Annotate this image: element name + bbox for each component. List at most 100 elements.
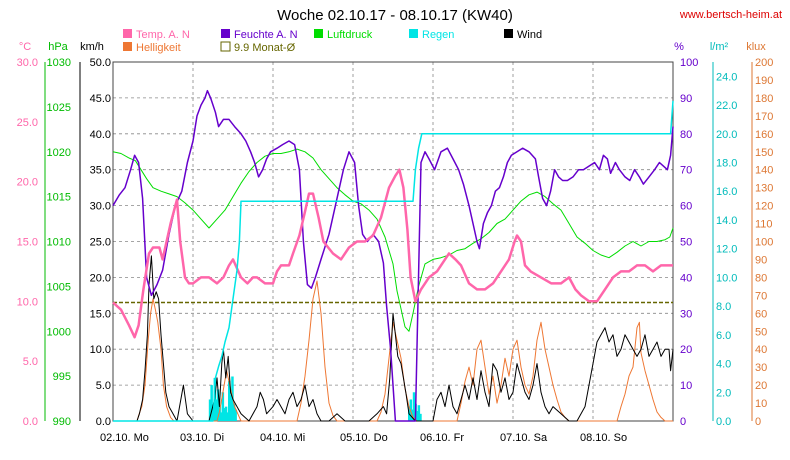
tick-label-rain: 12.0 (716, 244, 737, 256)
tick-label-temp: 0.0 (23, 416, 38, 428)
x-tick-label: 03.10. Di (180, 432, 224, 444)
rain-bar (223, 408, 226, 421)
tick-label-rain: 22.0 (716, 100, 737, 112)
legend-swatch (123, 42, 132, 51)
tick-label-pressure: 1030 (47, 57, 71, 69)
tick-label-humidity: 80 (680, 129, 692, 141)
axis-unit-rain: l/m² (710, 41, 729, 53)
tick-label-temp: 15.0 (17, 237, 38, 249)
rain-bar (208, 399, 212, 421)
legend-swatch (314, 29, 323, 38)
tick-label-temp: 20.0 (17, 177, 38, 189)
tick-label-pressure: 995 (53, 371, 71, 383)
tick-label-rain: 10.0 (716, 272, 737, 284)
series-line-wind (113, 255, 674, 422)
tick-label-rain: 14.0 (716, 215, 737, 227)
tick-label-humidity: 20 (680, 344, 692, 356)
series-line-humidity (112, 89, 674, 422)
x-tick-label: 07.10. Sa (500, 432, 548, 444)
tick-label-humidity: 10 (680, 380, 692, 392)
rain-bar (210, 385, 213, 421)
tick-label-pressure: 1000 (47, 326, 71, 338)
tick-label-rain: 18.0 (716, 158, 737, 170)
rain-bar (226, 412, 229, 421)
tick-label-rain: 20.0 (716, 129, 737, 141)
tick-label-humidity: 50 (680, 237, 692, 249)
tick-label-humidity: 60 (680, 201, 692, 213)
legend-swatch (123, 29, 132, 38)
site-link[interactable]: www.bertsch-heim.at (679, 9, 782, 21)
tick-label-rain: 4.0 (716, 359, 731, 371)
x-tick-label: 06.10. Fr (420, 432, 464, 444)
tick-label-lux: 10 (755, 398, 767, 410)
tick-label-humidity: 40 (680, 272, 692, 284)
tick-label-wind: 45.0 (90, 93, 111, 105)
tick-label-lux: 130 (755, 183, 773, 195)
grid (112, 61, 674, 422)
tick-label-lux: 30 (755, 362, 767, 374)
tick-label-pressure: 1025 (47, 102, 71, 114)
rain-bar (419, 413, 422, 421)
rain-bar (220, 412, 223, 421)
tick-label-wind: 35.0 (90, 165, 111, 177)
axes: 0.05.010.015.020.025.030.099099510001005… (17, 57, 774, 444)
tick-label-lux: 120 (755, 201, 773, 213)
tick-label-lux: 50 (755, 326, 767, 338)
axis-unit-humidity: % (674, 41, 684, 53)
rain-bar (232, 403, 236, 421)
rain-bar (216, 389, 220, 421)
tick-label-rain: 0.0 (716, 416, 731, 428)
tick-label-rain: 16.0 (716, 186, 737, 198)
tick-label-lux: 200 (755, 57, 773, 69)
legend-label: 9.9 Monat-Ø (234, 42, 296, 54)
legend-label: Luftdruck (327, 29, 373, 41)
legend-swatch (504, 29, 513, 38)
tick-label-lux: 90 (755, 254, 767, 266)
tick-label-wind: 10.0 (90, 344, 111, 356)
tick-label-rain: 8.0 (716, 301, 731, 313)
rain-bar (221, 392, 225, 421)
series-line-temp (112, 168, 673, 339)
chart-title: Woche 02.10.17 - 08.10.17 (KW40) (277, 7, 513, 24)
tick-label-wind: 25.0 (90, 237, 111, 249)
legend-label: Feuchte A. N (234, 29, 298, 41)
rain-bar (416, 410, 419, 421)
tick-label-lux: 20 (755, 380, 767, 392)
x-tick-label: 02.10. Mo (100, 432, 149, 444)
legend-swatch (409, 29, 418, 38)
series-line-rain (113, 100, 674, 422)
tick-label-temp: 5.0 (23, 356, 38, 368)
rain-bar (228, 380, 231, 421)
tick-label-pressure: 1015 (47, 192, 71, 204)
axis-labels: °C hPa km/h% l/m² klux (19, 41, 766, 53)
tick-label-lux: 160 (755, 129, 773, 141)
rain-bar (215, 399, 218, 421)
tick-label-wind: 40.0 (90, 129, 111, 141)
tick-label-temp: 10.0 (17, 296, 38, 308)
legend-swatch (220, 41, 231, 52)
legend-swatch (221, 29, 230, 38)
legend-label: Helligkeit (136, 42, 181, 54)
legend: Temp. A. N Feuchte A. N Luftdruck Regen Wind… (123, 29, 542, 54)
tick-label-lux: 140 (755, 165, 773, 177)
tick-label-pressure: 1010 (47, 237, 71, 249)
tick-label-rain: 24.0 (716, 71, 737, 83)
rain-bar (412, 392, 416, 421)
tick-label-wind: 15.0 (90, 308, 111, 320)
tick-label-wind: 50.0 (90, 57, 111, 69)
tick-label-wind: 30.0 (90, 201, 111, 213)
tick-label-humidity: 100 (680, 57, 698, 69)
legend-label: Wind (517, 29, 542, 41)
tick-label-wind: 0.0 (96, 416, 111, 428)
x-tick-label: 04.10. Mi (260, 432, 305, 444)
rain-bar (229, 395, 233, 421)
tick-label-humidity: 70 (680, 165, 692, 177)
tick-label-lux: 60 (755, 308, 767, 320)
tick-label-lux: 100 (755, 237, 773, 249)
tick-label-lux: 70 (755, 290, 767, 302)
axis-unit-lux: klux (746, 41, 766, 53)
rain-bar (224, 406, 228, 421)
tick-label-lux: 170 (755, 111, 773, 123)
tick-label-pressure: 990 (53, 416, 71, 428)
